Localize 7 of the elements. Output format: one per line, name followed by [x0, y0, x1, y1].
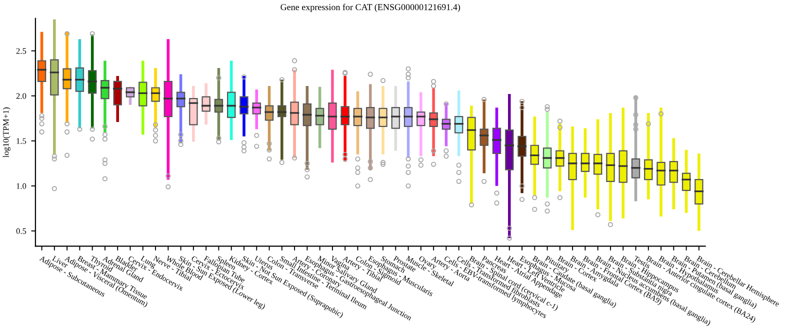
y-tick-label: 0.5	[16, 228, 26, 234]
y-tick-label: 1.5	[16, 138, 26, 144]
y-tick-label: 2.5	[16, 48, 26, 54]
y-tick-label: 2.0	[16, 93, 26, 99]
y-axis-title: log10(TPM+1)	[2, 107, 10, 158]
y-tick-label: 1.0	[16, 183, 26, 189]
chart-title: Gene expression for CAT (ENSG00000121691.4)	[280, 4, 460, 12]
